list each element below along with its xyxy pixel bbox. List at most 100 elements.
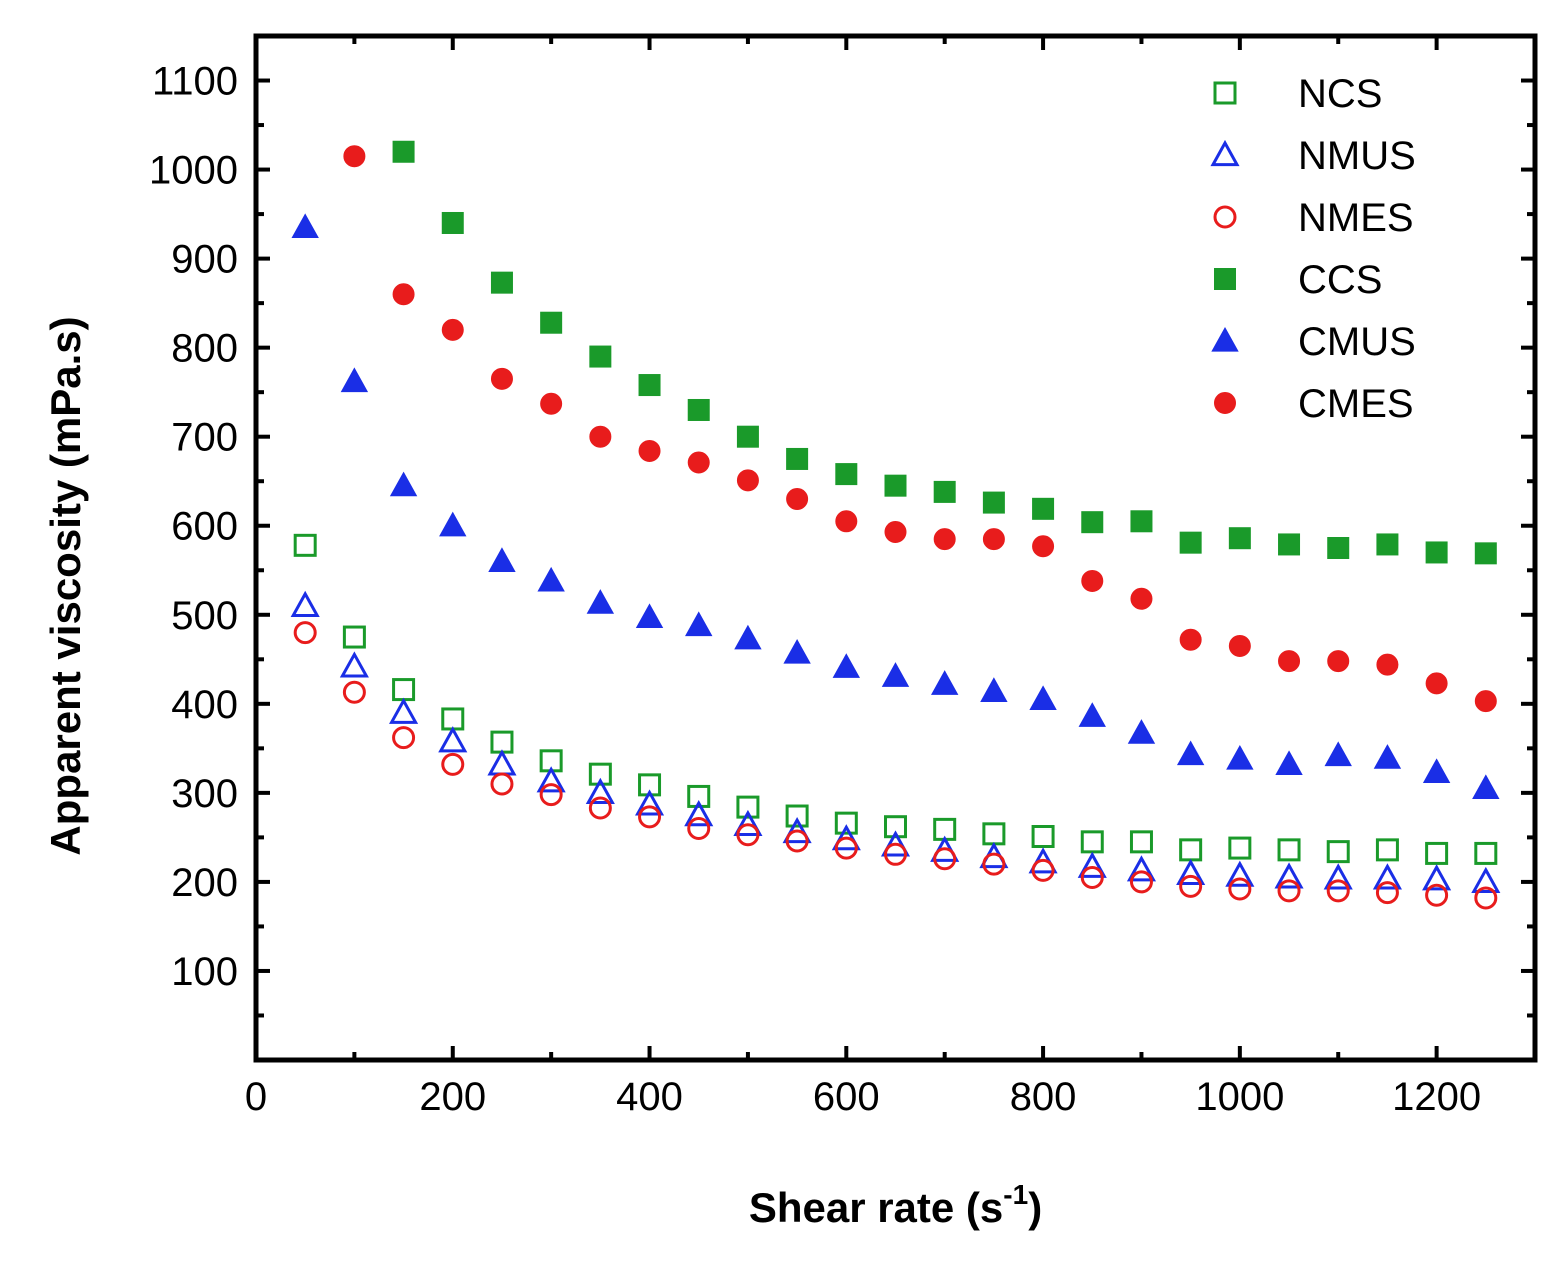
data-point-cmes xyxy=(1081,569,1104,592)
legend-label-cmus: CMUS xyxy=(1298,320,1416,364)
data-point-ccs xyxy=(1278,533,1301,556)
legend-item-nmes: NMES xyxy=(1213,196,1414,240)
data-point-cmes xyxy=(786,488,809,511)
data-point-nmus xyxy=(487,749,517,776)
data-point-ccs xyxy=(1081,511,1104,534)
data-point-ncs xyxy=(293,533,317,557)
data-point-cmus xyxy=(980,677,1008,702)
data-point-ncs xyxy=(342,625,366,649)
data-point-cmus xyxy=(1176,740,1205,766)
data-point-cmus xyxy=(439,511,467,537)
series-ncs xyxy=(293,533,1498,865)
data-point-nmes xyxy=(342,680,366,704)
data-point-nmus xyxy=(290,590,320,617)
data-point-nmes xyxy=(982,852,1006,876)
y-tick-label: 300 xyxy=(171,772,238,816)
data-point-cmus xyxy=(881,662,910,687)
data-point-nmes xyxy=(441,752,465,776)
data-point-cmus xyxy=(734,624,762,650)
data-point-nmes xyxy=(490,772,514,796)
data-point-ccs xyxy=(835,463,858,486)
legend-marker-cmus xyxy=(1211,326,1239,352)
data-point-nmus xyxy=(339,651,369,678)
x-tick-label: 1200 xyxy=(1392,1075,1481,1119)
data-point-nmes xyxy=(834,836,858,860)
data-point-ccs xyxy=(1032,497,1055,520)
series-nmus xyxy=(290,590,1501,894)
data-point-ncs xyxy=(1031,825,1055,849)
data-point-ncs xyxy=(392,678,416,702)
data-point-nmus xyxy=(1372,863,1402,890)
data-point-cmes xyxy=(1327,650,1350,673)
data-point-nmes xyxy=(638,805,662,829)
data-point-ccs xyxy=(1130,510,1153,533)
data-point-ncs xyxy=(1228,836,1252,860)
data-point-ccs xyxy=(1327,537,1350,559)
legend-marker-ccs xyxy=(1214,268,1236,290)
legend-label-ccs: CCS xyxy=(1298,258,1382,302)
x-axis-title-main: Shear rate (s xyxy=(749,1184,1003,1231)
data-point-nmus xyxy=(831,824,861,851)
data-point-ncs xyxy=(1425,841,1449,865)
data-point-ccs xyxy=(1425,541,1448,564)
legend-item-ccs: CCS xyxy=(1214,258,1382,302)
data-point-ccs xyxy=(540,311,563,334)
data-point-nmes xyxy=(933,847,957,871)
data-point-nmes xyxy=(293,621,317,645)
data-point-cmus xyxy=(488,547,516,572)
data-point-ncs xyxy=(736,795,760,819)
data-point-ccs xyxy=(392,140,415,163)
data-point-cmes xyxy=(687,451,710,474)
data-point-cmes xyxy=(1228,634,1251,657)
data-point-cmus xyxy=(685,611,713,637)
axes-layer: 0 200 400 600 800 1000 1200 100 200 300 400 500 600 7… xyxy=(149,33,1538,1119)
y-tick-label: 800 xyxy=(171,327,238,371)
data-point-cmes xyxy=(490,367,513,390)
data-point-ccs xyxy=(1179,531,1202,554)
data-point-cmes xyxy=(589,425,612,448)
data-point-ccs xyxy=(736,425,759,448)
data-point-ccs xyxy=(786,447,809,470)
data-point-ncs xyxy=(834,811,858,835)
data-point-cmes xyxy=(835,510,858,533)
x-tick-label: 400 xyxy=(616,1075,683,1119)
data-point-cmus xyxy=(1078,702,1106,727)
data-point-nmes xyxy=(687,816,711,840)
y-tick-label: 200 xyxy=(171,861,238,905)
data-point-nmus xyxy=(389,697,419,724)
data-point-nmus xyxy=(1077,851,1107,878)
data-point-cmus xyxy=(1029,685,1057,710)
series-nmes xyxy=(293,621,1498,910)
data-point-ncs xyxy=(588,762,612,786)
data-point-nmes xyxy=(1031,858,1055,882)
data-point-cmes xyxy=(1474,690,1497,713)
y-tick-label: 900 xyxy=(171,238,238,282)
data-point-nmus xyxy=(1471,866,1501,894)
legend-marker-nmes xyxy=(1213,205,1237,229)
data-point-cmus xyxy=(1127,719,1156,744)
data-point-cmes xyxy=(540,392,563,415)
data-point-nmus xyxy=(536,766,566,793)
legend-label-ncs: NCS xyxy=(1298,72,1382,116)
data-point-ncs xyxy=(1179,838,1203,862)
data-point-ncs xyxy=(441,707,465,731)
data-point-ccs xyxy=(982,491,1005,514)
data-point-cmus xyxy=(832,653,861,678)
data-point-ncs xyxy=(1375,838,1399,862)
x-tick-label: 1000 xyxy=(1195,1075,1284,1119)
x-axis-title-superscript: -1 xyxy=(1003,1179,1028,1210)
data-point-ccs xyxy=(1474,542,1497,565)
data-point-ccs xyxy=(884,474,907,497)
data-point-ccs xyxy=(933,480,956,503)
data-point-ccs xyxy=(490,271,513,294)
data-point-ncs xyxy=(1129,830,1153,854)
data-point-nmes xyxy=(1080,865,1104,889)
x-tick-label: 200 xyxy=(419,1075,486,1119)
data-point-cmus xyxy=(1324,741,1352,767)
data-point-cmus xyxy=(537,566,565,592)
data-point-ncs xyxy=(1474,841,1498,865)
data-point-cmus xyxy=(1373,744,1402,769)
data-point-ncs xyxy=(687,784,711,808)
data-point-nmes xyxy=(1474,886,1498,910)
